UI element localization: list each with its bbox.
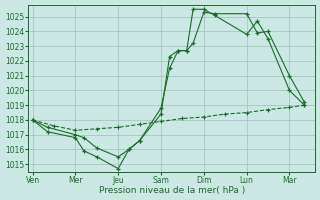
X-axis label: Pression niveau de la mer( hPa ): Pression niveau de la mer( hPa ) <box>99 186 245 195</box>
